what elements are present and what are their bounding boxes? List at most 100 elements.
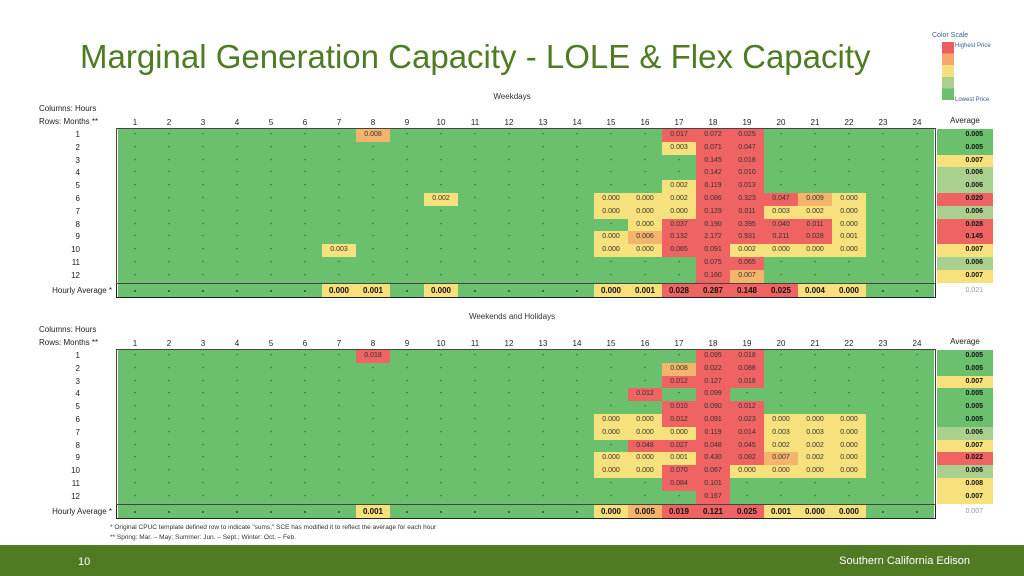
table-cell: -	[220, 478, 254, 491]
table-cell: 0.048	[696, 439, 730, 453]
table-cell: -	[356, 231, 390, 245]
table-cell: -	[424, 154, 458, 168]
table-cell: -	[118, 244, 152, 257]
table-cell: -	[152, 269, 186, 283]
table-cell: 0.000	[594, 452, 628, 466]
table-cell: -	[390, 218, 424, 232]
table-cell: -	[662, 257, 696, 270]
table-cell: -	[424, 478, 458, 491]
table-cell: -	[526, 426, 560, 440]
table-cell: -	[832, 350, 866, 363]
table-cell: 0.003	[764, 205, 798, 219]
table-cell: -	[866, 362, 900, 376]
hour-header: 14	[572, 339, 582, 348]
table-cell: -	[288, 452, 322, 466]
hourly-average-cell: -	[424, 504, 458, 518]
table-cell: -	[356, 478, 390, 491]
hourly-average-cell: 0.001	[356, 283, 390, 297]
table-cell: 0.132	[662, 231, 696, 245]
table-cell: -	[866, 154, 900, 168]
hour-header: 22	[844, 118, 854, 127]
table-cell: -	[526, 269, 560, 283]
table-cell: -	[220, 154, 254, 168]
table-cell: -	[288, 465, 322, 478]
table-cell: -	[152, 141, 186, 155]
table-cell: 0.071	[696, 141, 730, 155]
table-cell: -	[322, 167, 356, 181]
month-row-label: 1	[75, 351, 80, 360]
table-cell: -	[118, 269, 152, 283]
month-row-label: 9	[75, 232, 80, 242]
table-cell: 0.003	[764, 426, 798, 440]
row-average-cell: 0.005	[937, 350, 993, 363]
table-cell: 0.430	[696, 452, 730, 466]
hour-header: 1	[132, 339, 138, 348]
table-cell: 0.000	[628, 218, 662, 232]
table-cell: -	[390, 193, 424, 206]
footnote-averages: * Original CPUC template defined row to …	[110, 524, 437, 531]
table-cell: -	[186, 350, 220, 363]
table-cell: 0.000	[594, 205, 628, 219]
table-cell: -	[424, 414, 458, 427]
table-cell: -	[492, 490, 526, 504]
table-cell: -	[152, 439, 186, 453]
hour-header: 16	[640, 339, 650, 348]
table-cell: -	[900, 362, 934, 376]
table-cell: -	[220, 401, 254, 414]
hourly-average-cell: -	[254, 504, 288, 518]
table-cell: -	[322, 478, 356, 491]
table-cell: -	[900, 452, 934, 466]
table-cell: -	[118, 490, 152, 504]
table-cell: -	[560, 439, 594, 453]
table-cell: 0.002	[798, 452, 832, 466]
table-cell: 0.002	[662, 193, 696, 206]
table-cell: 0.000	[594, 414, 628, 427]
table-cell: 0.027	[662, 439, 696, 453]
table-cell: -	[118, 350, 152, 363]
table-cell: 0.001	[662, 452, 696, 466]
page-number: 10	[78, 556, 91, 568]
color-scale-title: Color Scale	[932, 32, 969, 39]
table-cell: -	[152, 231, 186, 245]
table-cell: -	[764, 350, 798, 363]
table-cell: 0.000	[764, 465, 798, 478]
hour-header: 10	[436, 118, 446, 127]
table-cell: -	[594, 362, 628, 376]
table-cell: 0.003	[662, 141, 696, 155]
table-cell: 0.190	[696, 218, 730, 232]
table-cell: 0.010	[662, 401, 696, 414]
table-cell: -	[152, 362, 186, 376]
table-cell: 0.000	[798, 414, 832, 427]
hourly-average-label: Hourly Average *	[52, 506, 112, 516]
hour-header: 7	[336, 339, 342, 348]
rows-label-weekends: Rows: Months **	[39, 338, 99, 347]
table-cell: -	[764, 490, 798, 504]
table-cell: -	[866, 257, 900, 270]
table-cell: -	[390, 129, 424, 142]
table-cell: -	[254, 426, 288, 440]
table-cell: -	[254, 388, 288, 402]
hourly-average-cell: -	[186, 283, 220, 297]
table-cell: -	[220, 244, 254, 257]
table-cell: 0.022	[696, 362, 730, 376]
table-cell: -	[254, 231, 288, 245]
table-cell: 0.000	[628, 205, 662, 219]
table-cell: -	[424, 465, 458, 478]
table-cell: 0.018	[356, 350, 390, 363]
table-cell: -	[560, 414, 594, 427]
table-cell: -	[764, 401, 798, 414]
row-average-cell: 0.007	[937, 490, 993, 504]
table-cell: -	[900, 193, 934, 206]
table-cell: -	[118, 180, 152, 193]
table-cell: -	[662, 269, 696, 283]
table-cell: -	[798, 180, 832, 193]
table-cell: 0.129	[696, 205, 730, 219]
table-cell: -	[118, 141, 152, 155]
table-cell: 0.000	[594, 231, 628, 245]
table-cell: -	[152, 465, 186, 478]
table-cell: -	[424, 244, 458, 257]
table-cell: -	[458, 167, 492, 181]
table-cell: -	[322, 257, 356, 270]
table-cell: -	[526, 193, 560, 206]
table-cell: -	[798, 388, 832, 402]
